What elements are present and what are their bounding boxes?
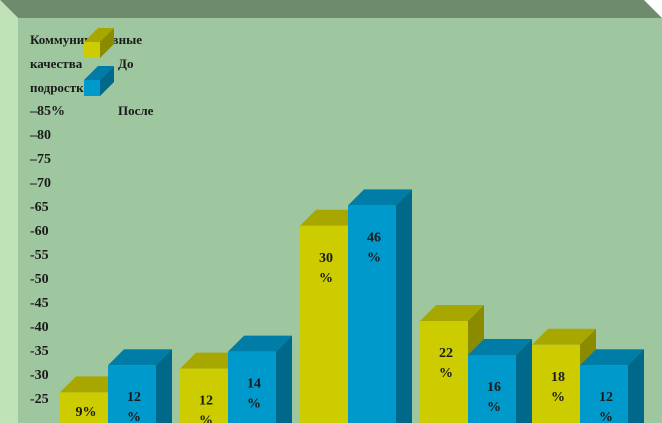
bar-posle-2: 14% (228, 335, 292, 423)
y-tick-label: -65 (30, 200, 49, 215)
bars: 9% 12 % 12 % 14 % 30 % 46 % 22 % 16 % 18% 12% (60, 189, 644, 423)
y-tick-label: -55 (30, 248, 49, 263)
bar-posle-5: 12% (580, 349, 644, 423)
data-label: 14% (247, 377, 261, 412)
y-tick-label: -35 (30, 344, 49, 359)
legend-label: До (118, 56, 133, 71)
legend-title-line: качества (30, 56, 83, 71)
y-tick-label: –80 (29, 128, 51, 143)
y-axis: –85% –80 –75 –70 -65 -60 -55 -50 -45 -40 -35 -30 -25 (29, 104, 65, 407)
legend-label: После (118, 103, 154, 118)
legend-title-line: подростков (30, 80, 97, 95)
y-tick-label: –70 (29, 176, 51, 191)
legend-title-line: Коммуникативные (30, 32, 142, 47)
y-tick-label: -45 (30, 296, 49, 311)
legend-swatch-do (84, 28, 114, 58)
y-tick-label: -40 (30, 320, 49, 335)
chart-wall-left (0, 0, 18, 423)
data-label: 16% (487, 380, 501, 415)
data-label: 18% (551, 370, 565, 405)
data-label: 46% (367, 230, 381, 265)
bar-posle-4: 16% (468, 339, 532, 423)
data-label: 12% (127, 390, 141, 423)
data-label: 22% (439, 346, 453, 381)
bar-posle-1: 12% (108, 349, 172, 423)
data-label: 12% (199, 394, 213, 423)
data-label: 30% (319, 251, 333, 286)
y-tick-label: -60 (30, 224, 49, 239)
y-tick-label: –85% (29, 104, 65, 119)
y-tick-label: -25 (30, 392, 49, 407)
y-tick-label: -30 (30, 368, 49, 383)
legend: Коммуникативные качества подростков До После (30, 28, 154, 118)
y-tick-label: –75 (29, 152, 51, 167)
data-label: 9% (76, 405, 97, 420)
legend-swatch-posle (84, 66, 114, 96)
chart-wall-top (0, 0, 662, 18)
data-label: 12% (599, 390, 613, 423)
bar-posle-3: 46% (348, 189, 412, 423)
y-tick-label: -50 (30, 272, 49, 287)
